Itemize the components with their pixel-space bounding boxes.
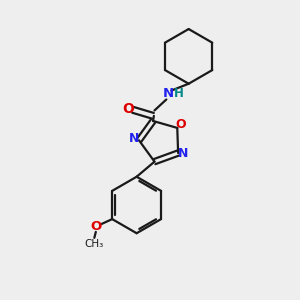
Text: O: O [175,118,186,131]
Text: O: O [122,102,134,116]
Text: N: N [178,147,189,160]
Text: N: N [128,132,139,146]
Text: N: N [162,87,173,100]
Text: O: O [90,220,101,233]
Text: CH₃: CH₃ [85,239,104,249]
Text: H: H [174,87,184,100]
